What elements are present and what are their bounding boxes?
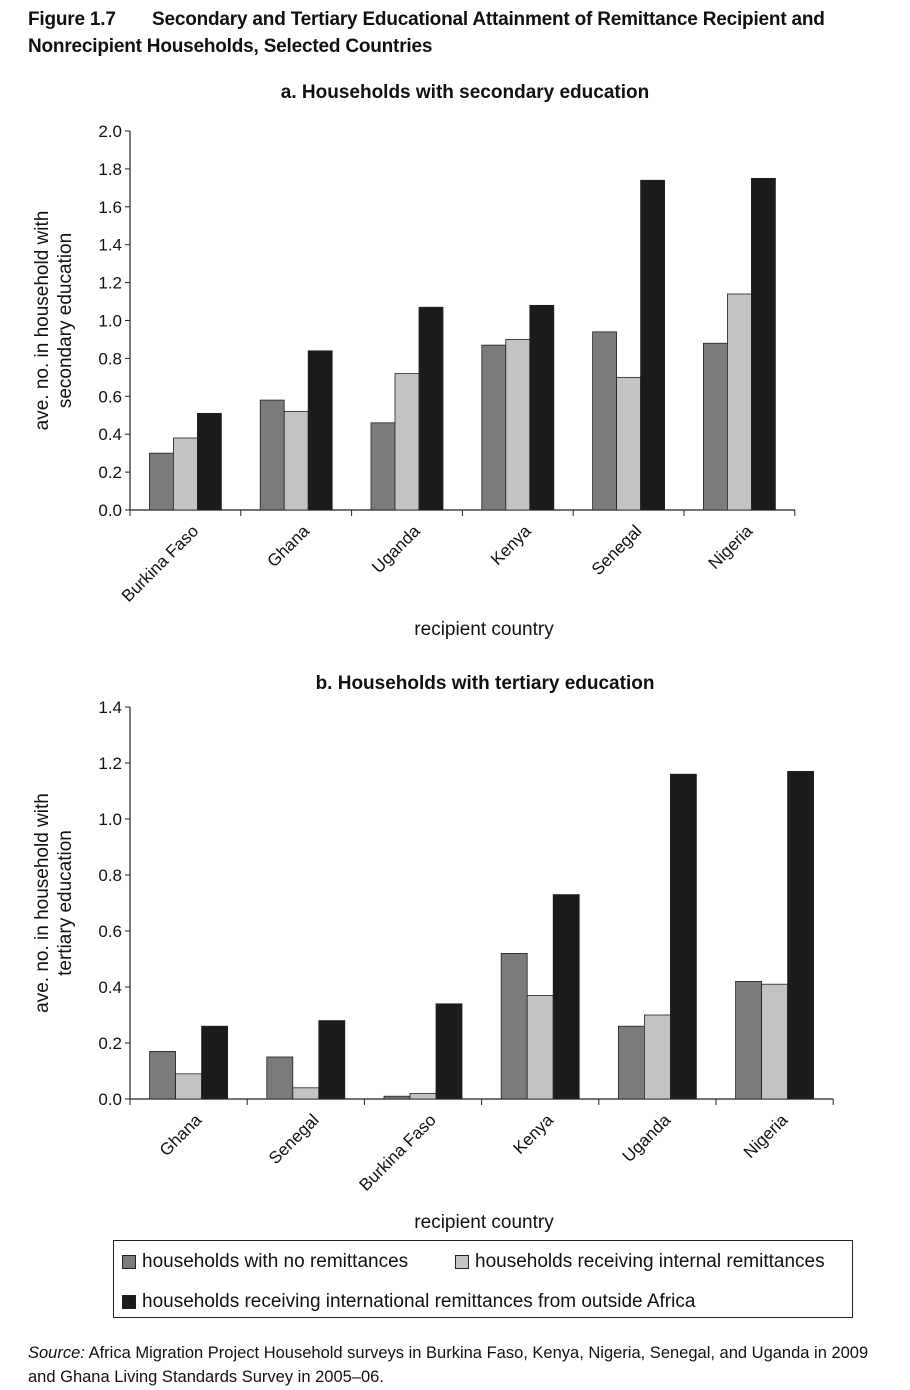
panel-b-title: b. Households with tertiary education xyxy=(315,673,655,694)
panel-b-bar-no-remittances xyxy=(735,981,762,1100)
panel-a-category-label: Senegal xyxy=(588,521,646,579)
panel-a-y-tick-label: 0.0 xyxy=(98,501,122,520)
panel-b-y-tick-label: 0.0 xyxy=(98,1090,122,1109)
panel-b-bar-no-remittances xyxy=(149,1051,177,1100)
panel-a-bar-international xyxy=(751,177,776,511)
panel-b-y-axis-title: ave. no. in household withtertiary educa… xyxy=(32,793,76,1013)
panel-a-y-tick-label: 0.4 xyxy=(98,425,122,444)
panel-a-bar-international xyxy=(418,306,444,511)
legend-item-no-remittances: households with no remittances xyxy=(122,1251,408,1273)
source-text: Africa Migration Project Household surve… xyxy=(28,1344,869,1386)
panel-a-bar-international xyxy=(307,350,333,511)
panel-a-y-tick-label: 1.0 xyxy=(98,312,122,331)
panel-b-bar-internal xyxy=(761,983,788,1100)
panel-a-bar-internal xyxy=(394,373,420,511)
legend-swatch-international xyxy=(122,1295,136,1309)
panel-b-bar-international xyxy=(201,1025,229,1100)
panel-a-y-tick-label: 2.0 xyxy=(98,122,122,141)
panel-a-category-label: Kenya xyxy=(487,521,535,569)
panel-b-bar-no-remittances xyxy=(618,1025,645,1100)
panel-b-bar-international xyxy=(435,1003,463,1100)
panel-b-bar-international xyxy=(552,894,580,1100)
panel-a-bar-internal xyxy=(505,339,531,511)
panel-b-y-tick-label: 1.4 xyxy=(98,698,122,717)
panel-b-category-label: Burkina Faso xyxy=(356,1110,440,1194)
panel-b-y-tick-label: 1.2 xyxy=(98,754,122,773)
panel-a-y-axis-title: ave. no. in household withsecondary educ… xyxy=(32,211,76,431)
panel-b-category-label: Nigeria xyxy=(740,1110,792,1162)
panel-a-y-tick-label: 0.8 xyxy=(98,349,122,368)
panel-a-y-tick-label: 1.2 xyxy=(98,274,122,293)
panel-a-bar-no-remittances xyxy=(259,399,285,511)
panel-a-y-tick-label: 0.6 xyxy=(98,387,122,406)
panel-a-bar-no-remittances xyxy=(592,331,617,511)
panel-a-bar-international xyxy=(529,304,555,511)
panel-b-category-label: Ghana xyxy=(156,1110,206,1160)
panel-a-category-label: Burkina Faso xyxy=(118,521,202,605)
panel-a-y-tick-label: 0.2 xyxy=(98,463,122,482)
figure-number: Figure 1.7 xyxy=(28,9,116,30)
panel-b-bar-international xyxy=(670,773,697,1100)
legend-label-international: households receiving international remit… xyxy=(142,1291,696,1312)
panel-a-bar-no-remittances xyxy=(148,452,174,511)
panel-b-bar-no-remittances xyxy=(383,1095,411,1100)
panel-b-bar-internal xyxy=(175,1073,203,1100)
panel-a-title: a. Households with secondary education xyxy=(280,82,650,103)
figure-title: Figure 1.7 Secondary and Tertiary Educati… xyxy=(28,6,888,60)
panel-b-y-tick-label: 1.0 xyxy=(98,810,122,829)
legend-item-internal: households receiving internal remittance… xyxy=(455,1251,825,1273)
panel-a-bar-no-remittances xyxy=(703,342,728,511)
panel-a-x-axis-title: recipient country xyxy=(414,619,554,640)
panel-b-bar-internal xyxy=(644,1014,671,1100)
legend-swatch-internal xyxy=(455,1255,469,1269)
panel-b-bar-no-remittances xyxy=(266,1056,294,1100)
legend-swatch-no-remittances xyxy=(122,1255,136,1269)
panel-b-y-tick-label: 0.4 xyxy=(98,978,122,997)
panel-b-bar-internal xyxy=(526,995,554,1100)
legend: households with no remittances household… xyxy=(113,1240,853,1318)
panel-b-y-tick-label: 0.6 xyxy=(98,922,122,941)
panel-b-bar-international xyxy=(318,1020,346,1100)
panel-a-y-tick-label: 1.4 xyxy=(98,236,122,255)
panel-a-bar-internal xyxy=(172,437,198,511)
legend-label-internal: households receiving internal remittance… xyxy=(475,1251,825,1272)
panel-b-bar-internal xyxy=(292,1087,320,1100)
panel-a-bar-no-remittances xyxy=(481,344,507,511)
panel-b-category-label: Kenya xyxy=(510,1110,558,1158)
panel-b-bar-no-remittances xyxy=(500,953,528,1100)
panel-a-bar-international xyxy=(640,179,665,511)
legend-label-no-remittances: households with no remittances xyxy=(142,1251,409,1272)
panel-a-bar-international xyxy=(196,412,222,511)
legend-item-international: households receiving international remit… xyxy=(122,1291,695,1313)
panel-a-bar-internal xyxy=(616,376,641,511)
panel-a-y-tick-label: 1.6 xyxy=(98,198,122,217)
panel-b-bar-international xyxy=(787,771,814,1100)
panel-a-bar-no-remittances xyxy=(370,422,396,511)
panel-a-category-label: Nigeria xyxy=(705,521,757,573)
panel-b-y-tick-label: 0.2 xyxy=(98,1034,122,1053)
panel-a-bar-internal xyxy=(727,293,752,511)
panel-a-bar-internal xyxy=(283,411,309,511)
panel-a-y-tick-label: 1.8 xyxy=(98,160,122,179)
panel-b-y-tick-label: 0.8 xyxy=(98,866,122,885)
panel-b-x-axis-title: recipient country xyxy=(414,1212,554,1233)
panel-b-category-label: Uganda xyxy=(619,1110,675,1166)
panel-a-category-label: Ghana xyxy=(263,521,313,571)
source-note: Source: Africa Migration Project Househo… xyxy=(28,1341,888,1389)
source-label: Source: xyxy=(28,1344,85,1362)
figure-title-text: Secondary and Tertiary Educational Attai… xyxy=(28,9,825,57)
panel-a-category-label: Uganda xyxy=(368,521,424,577)
panel-b-bar-internal xyxy=(409,1093,437,1100)
panel-b-category-label: Senegal xyxy=(265,1110,323,1168)
